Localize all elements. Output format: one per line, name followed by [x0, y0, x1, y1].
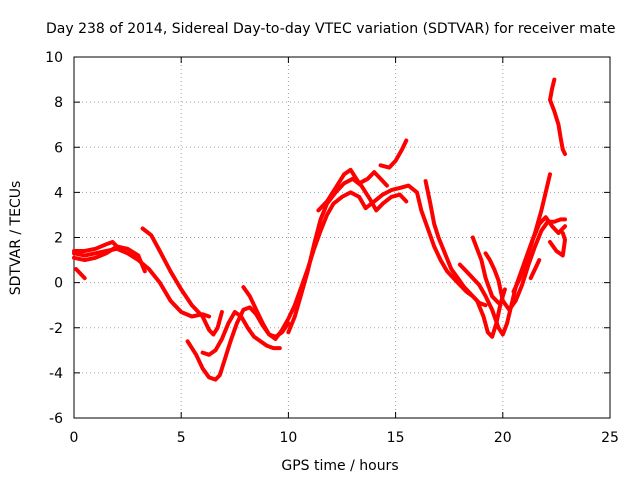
x-axis-label: GPS time / hours — [281, 458, 398, 474]
series-track-g — [200, 310, 282, 357]
series-track-p — [511, 215, 567, 294]
y-tick-label: 2 — [54, 231, 63, 247]
series-track-c — [72, 244, 147, 274]
series-track-m — [457, 172, 552, 337]
x-tick-label: 0 — [70, 430, 79, 446]
series-layer — [72, 77, 567, 382]
y-tick-label: 0 — [54, 276, 63, 292]
series-track-h — [241, 183, 488, 341]
tick-layer: 0 5 10 15 20 25 -6 -4 -2 0 2 4 6 8 10 — [45, 50, 619, 446]
series-track-i — [286, 176, 409, 335]
x-tick-label: 15 — [387, 430, 405, 446]
series-track-l — [423, 179, 507, 339]
series-track-r — [548, 231, 567, 258]
y-tick-label: -4 — [49, 366, 63, 382]
x-tick-label: 25 — [601, 430, 619, 446]
chart-title: Day 238 of 2014, Sidereal Day-to-day VTE… — [46, 21, 616, 37]
series-track-a — [74, 267, 87, 281]
grid-layer — [74, 57, 610, 418]
x-tick-label: 5 — [177, 430, 186, 446]
y-tick-label: 10 — [45, 50, 63, 66]
series-track-j — [316, 167, 389, 213]
series-track-d — [72, 240, 119, 253]
series-track-q — [528, 258, 542, 281]
y-tick-label: 4 — [54, 185, 63, 201]
y-tick-label: -2 — [49, 321, 63, 337]
y-tick-label: 6 — [54, 140, 63, 156]
x-tick-label: 10 — [279, 430, 297, 446]
series-track-s — [548, 77, 567, 156]
series-track-e — [140, 226, 224, 337]
series-track-n — [470, 235, 501, 305]
series-track-o — [483, 217, 567, 312]
y-tick-label: -6 — [49, 411, 63, 427]
x-tick-label: 20 — [494, 430, 512, 446]
y-tick-label: 8 — [54, 95, 63, 111]
y-axis-label: SDTVAR / TECUs — [8, 181, 24, 296]
series-track-k — [378, 138, 409, 170]
